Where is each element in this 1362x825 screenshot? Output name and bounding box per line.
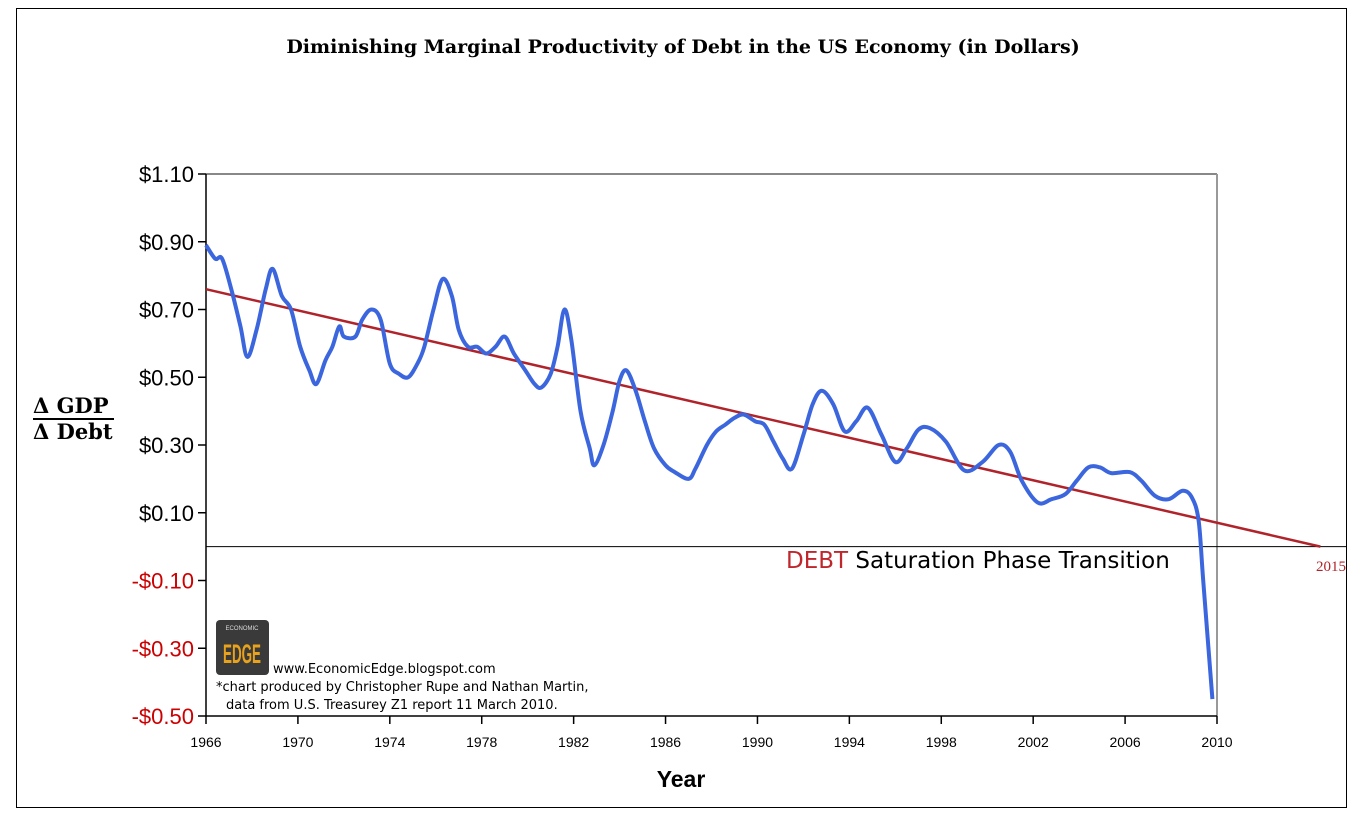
trendline <box>205 287 1321 548</box>
y-tick-label: $0.70 <box>139 298 194 323</box>
y-tick-label: $0.10 <box>139 501 194 526</box>
chart-title: Diminishing Marginal Productivity of Deb… <box>286 36 1079 58</box>
x-tick-label: 1986 <box>650 734 681 750</box>
svg-text:EDGE: EDGE <box>223 639 261 669</box>
x-tick-label: 1966 <box>190 734 221 750</box>
y-tick-label: -$0.30 <box>132 636 194 661</box>
x-tick-label: 1982 <box>558 734 589 750</box>
x-axis-label: Year <box>657 766 706 792</box>
chart-frame <box>16 8 1347 808</box>
x-tick-label: 1974 <box>374 734 405 750</box>
credit-line-1: *chart produced by Christopher Rupe and … <box>216 680 589 695</box>
x-tick-label: 2006 <box>1110 734 1141 750</box>
y-axis-label: Δ GDP Δ Debt <box>33 393 114 444</box>
y-tick-label: $1.10 <box>139 162 194 187</box>
economic-edge-logo: ECONOMIC EDGE <box>216 620 269 675</box>
data-series-line <box>204 244 1215 700</box>
annotation-highlight: DEBT <box>786 548 849 574</box>
x-tick-label: 1970 <box>282 734 313 750</box>
x-tick-label: 1990 <box>742 734 773 750</box>
y-tick-label: $0.30 <box>139 433 194 458</box>
x-tick-label: 2002 <box>1018 734 1049 750</box>
y-tick-label: $0.90 <box>139 230 194 255</box>
x-tick-label: 1994 <box>834 734 865 750</box>
svg-text:ECONOMIC: ECONOMIC <box>226 626 260 632</box>
y-tick-label: $0.50 <box>139 365 194 390</box>
annotation-rest: Saturation Phase Transition <box>848 548 1170 574</box>
y-tick-label: -$0.10 <box>132 569 194 594</box>
y-label-denominator: Δ Debt <box>33 419 113 444</box>
credit-url: www.EconomicEdge.blogspot.com <box>273 662 496 677</box>
y-tick-label: -$0.50 <box>132 704 194 729</box>
annotation-text: DEBT Saturation Phase Transition <box>786 548 1170 574</box>
x-tick-label: 1978 <box>466 734 497 750</box>
y-label-numerator: Δ GDP <box>33 393 109 418</box>
trendline-end-label: 2015 <box>1316 559 1346 575</box>
credit-line-2: data from U.S. Treasurey Z1 report 11 Ma… <box>226 698 558 713</box>
x-tick-label: 1998 <box>926 734 957 750</box>
x-tick-label: 2010 <box>1201 734 1232 750</box>
